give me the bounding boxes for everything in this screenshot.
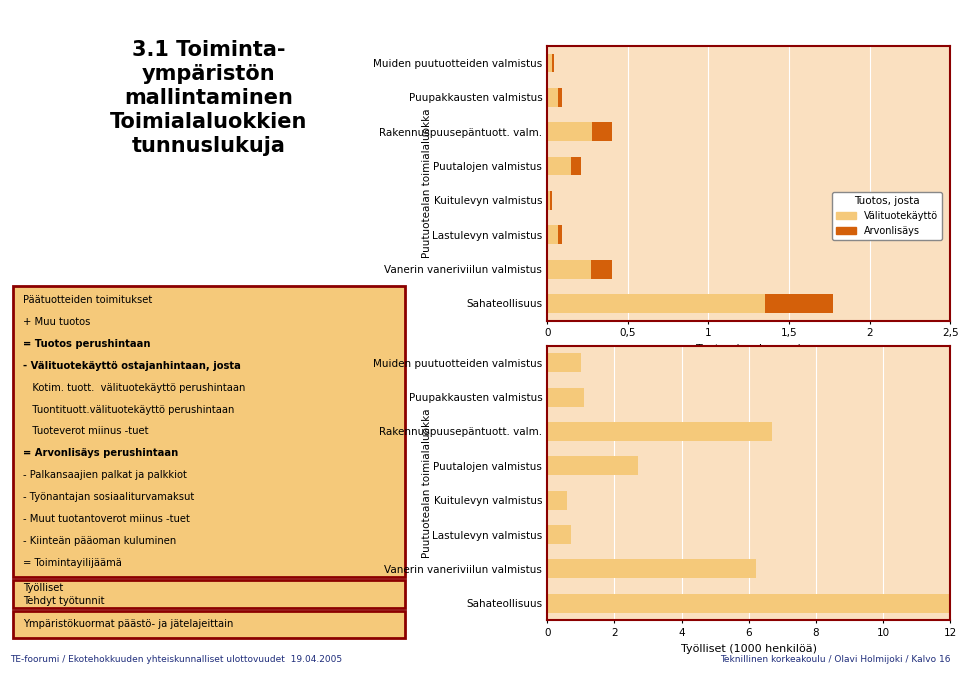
FancyBboxPatch shape [12, 287, 405, 577]
Bar [547, 594, 950, 613]
Bar [547, 88, 559, 107]
Text: = Tuotos perushintaan: = Tuotos perushintaan [23, 339, 151, 349]
Text: Tehdyt työtunnit: Tehdyt työtunnit [23, 596, 105, 607]
Text: Työlliset: Työlliset [23, 583, 63, 593]
Bar [547, 260, 590, 278]
Bar [547, 422, 772, 441]
Bar [547, 559, 756, 578]
Bar [550, 191, 552, 210]
X-axis label: Tuotos (mrd euroa): Tuotos (mrd euroa) [696, 344, 802, 354]
Text: Ympäristökuormat päästö- ja jätelajeittain: Ympäristökuormat päästö- ja jätelajeitta… [23, 620, 233, 629]
Text: - Työnantajan sosiaaliturvamaksut: - Työnantajan sosiaaliturvamaksut [23, 492, 194, 502]
Bar [765, 294, 832, 313]
Bar [547, 226, 559, 244]
Text: - Kiinteän pääoman kuluminen: - Kiinteän pääoman kuluminen [23, 536, 177, 545]
Text: Kotim. tuott.  välituotekäyttö perushintaan: Kotim. tuott. välituotekäyttö perushinta… [23, 383, 246, 393]
Text: - Palkansaajien palkat ja palkkiot: - Palkansaajien palkat ja palkkiot [23, 470, 187, 480]
Legend: Välituotekäyttö, Arvonlisäys: Välituotekäyttö, Arvonlisäys [832, 192, 942, 240]
Bar [547, 294, 765, 313]
Bar [547, 457, 638, 475]
Bar [547, 191, 550, 210]
Text: - Välituotekäyttö ostajanhintaan, josta: - Välituotekäyttö ostajanhintaan, josta [23, 361, 241, 371]
Text: 3.1 Toiminta-
ympäristön
mallintaminen
Toimialaluokkien
tunnuslukuja: 3.1 Toiminta- ympäristön mallintaminen T… [110, 40, 307, 155]
Bar [547, 388, 584, 407]
Text: Tuontituott.välituotekäyttö perushintaan: Tuontituott.välituotekäyttö perushintaan [23, 405, 234, 414]
Text: Päätuotteiden toimitukset: Päätuotteiden toimitukset [23, 296, 153, 305]
Bar [559, 226, 562, 244]
Text: Teknillinen korkeakoulu / Olavi Holmijoki / Kalvo 16: Teknillinen korkeakoulu / Olavi Holmijok… [720, 655, 950, 663]
Bar [547, 491, 567, 509]
Bar [547, 53, 552, 72]
Bar [590, 260, 612, 278]
Text: TE-foorumi / Ekotehokkuuden yhteiskunnalliset ulottovuudet  19.04.2005: TE-foorumi / Ekotehokkuuden yhteiskunnal… [10, 655, 342, 663]
Text: Puutuotealan toimialaluokka: Puutuotealan toimialaluokka [422, 108, 432, 258]
Text: - Muut tuotantoverot miinus -tuet: - Muut tuotantoverot miinus -tuet [23, 514, 190, 524]
Text: Tuoteverot miinus -tuet: Tuoteverot miinus -tuet [23, 427, 149, 437]
FancyBboxPatch shape [12, 611, 405, 638]
Text: + Muu tuotos: + Muu tuotos [23, 317, 90, 328]
Bar [571, 157, 581, 176]
X-axis label: Työlliset (1000 henkilöä): Työlliset (1000 henkilöä) [681, 643, 817, 654]
Text: = Arvonlisäys perushintaan: = Arvonlisäys perushintaan [23, 448, 179, 458]
Bar [552, 53, 554, 72]
Bar [547, 353, 581, 372]
Bar [592, 122, 612, 141]
Bar [547, 157, 571, 176]
FancyBboxPatch shape [12, 580, 405, 608]
Bar [547, 525, 570, 544]
Text: = Toimintayilijäämä: = Toimintayilijäämä [23, 557, 122, 568]
Bar [547, 122, 592, 141]
Bar [559, 88, 562, 107]
Text: Puutuotealan toimialaluokka: Puutuotealan toimialaluokka [422, 408, 432, 558]
